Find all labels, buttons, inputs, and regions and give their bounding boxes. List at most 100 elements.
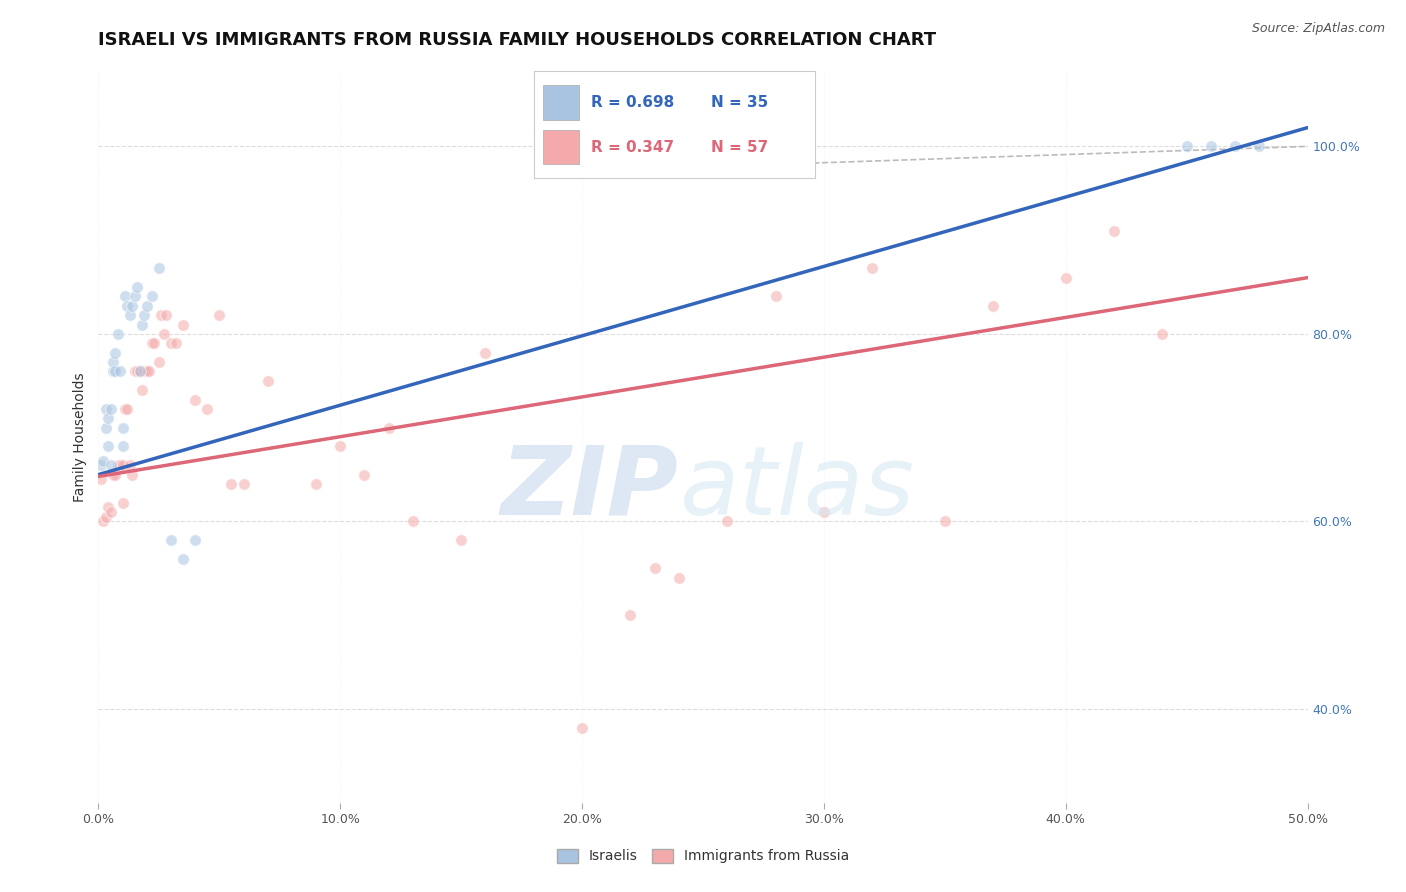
Point — [172, 552, 194, 566]
Point — [90, 458, 112, 473]
Point — [165, 336, 187, 351]
Point — [134, 364, 156, 378]
Text: ZIP: ZIP — [501, 442, 679, 535]
Point — [305, 477, 328, 491]
Point — [138, 364, 160, 378]
FancyBboxPatch shape — [543, 130, 579, 164]
Point — [104, 467, 127, 482]
Point — [111, 420, 134, 434]
Point — [94, 420, 117, 434]
Point — [121, 467, 143, 482]
Point — [97, 411, 120, 425]
Point — [1102, 224, 1125, 238]
Text: Source: ZipAtlas.com: Source: ZipAtlas.com — [1251, 22, 1385, 36]
Point — [100, 401, 122, 416]
Point — [1199, 139, 1222, 153]
Point — [128, 364, 150, 378]
Point — [148, 261, 170, 276]
Text: N = 35: N = 35 — [711, 95, 769, 110]
Point — [135, 364, 157, 378]
Point — [143, 336, 166, 351]
Text: ISRAELI VS IMMIGRANTS FROM RUSSIA FAMILY HOUSEHOLDS CORRELATION CHART: ISRAELI VS IMMIGRANTS FROM RUSSIA FAMILY… — [98, 31, 936, 49]
Point — [256, 374, 278, 388]
Point — [208, 308, 231, 322]
Point — [131, 383, 153, 397]
Point — [765, 289, 787, 303]
Point — [860, 261, 883, 276]
Point — [104, 345, 127, 359]
Point — [91, 515, 114, 529]
Point — [474, 345, 496, 359]
Point — [134, 308, 156, 322]
Point — [221, 477, 243, 491]
Point — [107, 326, 129, 341]
Y-axis label: Family Households: Family Households — [73, 372, 87, 502]
Point — [127, 280, 149, 294]
FancyBboxPatch shape — [543, 86, 579, 120]
Text: R = 0.347: R = 0.347 — [591, 140, 673, 155]
Point — [124, 289, 146, 303]
Point — [160, 533, 183, 548]
Text: R = 0.698: R = 0.698 — [591, 95, 673, 110]
Point — [141, 336, 163, 351]
Point — [450, 533, 472, 548]
Point — [91, 453, 114, 467]
Point — [1249, 139, 1271, 153]
Point — [1054, 270, 1077, 285]
Point — [127, 364, 149, 378]
Point — [111, 496, 134, 510]
Point — [981, 299, 1004, 313]
Point — [101, 364, 124, 378]
Point — [813, 505, 835, 519]
Point — [329, 440, 352, 454]
Point — [152, 326, 174, 341]
Point — [100, 458, 122, 473]
Text: atlas: atlas — [679, 442, 914, 535]
Point — [1175, 139, 1198, 153]
Point — [377, 420, 399, 434]
Point — [232, 477, 254, 491]
Point — [934, 515, 956, 529]
Point — [141, 289, 163, 303]
Point — [101, 467, 124, 482]
Point — [353, 467, 375, 482]
Point — [571, 721, 593, 735]
Point — [155, 308, 177, 322]
Point — [148, 355, 170, 369]
Point — [101, 355, 124, 369]
Point — [108, 458, 131, 473]
Point — [716, 515, 738, 529]
Point — [160, 336, 183, 351]
Point — [104, 364, 127, 378]
Point — [619, 608, 641, 623]
Point — [97, 440, 120, 454]
Point — [128, 364, 150, 378]
Point — [131, 318, 153, 332]
Point — [184, 533, 207, 548]
Point — [644, 561, 666, 575]
Point — [118, 458, 141, 473]
Point — [172, 318, 194, 332]
Point — [107, 458, 129, 473]
Point — [114, 289, 136, 303]
Point — [108, 364, 131, 378]
Point — [1223, 139, 1246, 153]
Point — [97, 500, 120, 515]
Point — [94, 509, 117, 524]
Point — [150, 308, 173, 322]
Point — [90, 472, 112, 486]
Point — [402, 515, 425, 529]
Point — [117, 401, 139, 416]
Point — [100, 505, 122, 519]
Point — [121, 299, 143, 313]
Point — [114, 401, 136, 416]
Point — [111, 440, 134, 454]
Legend: Israelis, Immigrants from Russia: Israelis, Immigrants from Russia — [551, 843, 855, 869]
Text: N = 57: N = 57 — [711, 140, 769, 155]
Point — [195, 401, 218, 416]
Point — [184, 392, 207, 407]
Point — [124, 364, 146, 378]
Point — [668, 571, 690, 585]
Point — [111, 458, 134, 473]
Point — [1152, 326, 1174, 341]
